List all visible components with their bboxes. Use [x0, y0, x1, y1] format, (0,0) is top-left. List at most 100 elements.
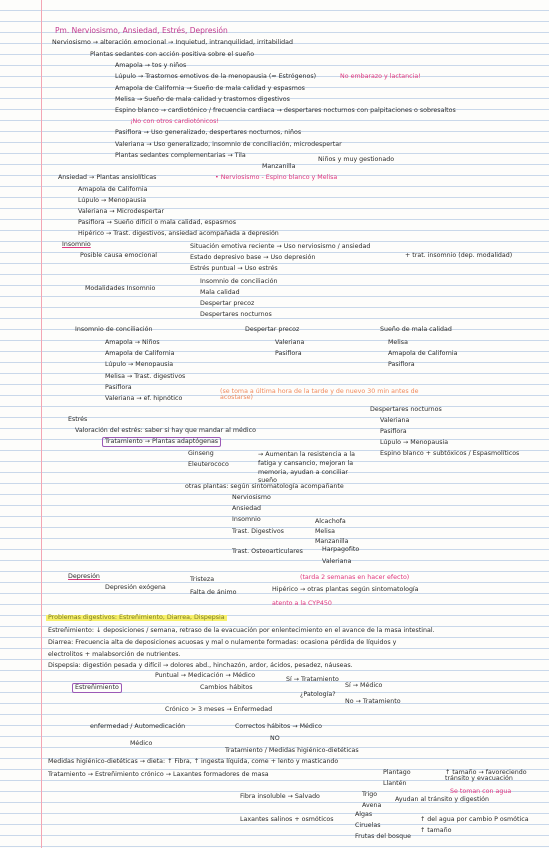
note-line: Lúpulo → Menopausia: [105, 361, 174, 368]
note-line: Valeriana → Uso generalizado, insomnio d…: [115, 141, 342, 148]
note-line: Algas: [355, 811, 373, 818]
section-heading: Depresión: [68, 573, 100, 580]
note-line: Pasiflora → Sueño difícil o mala calidad…: [78, 219, 237, 226]
note-line: Pasiflora: [388, 361, 415, 368]
note-line: Medidas higiénico-dietéticas → dieta: ↑ …: [48, 758, 339, 765]
note-line: Pasiflora: [380, 428, 407, 435]
note-line: Plantas sedantes con acción positiva sob…: [90, 51, 255, 58]
section-heading: Estrés: [68, 416, 88, 423]
note-line: Melisa: [388, 339, 408, 346]
note-line: Nerviosismo: [232, 494, 271, 501]
note-line: Cambios hábitos: [200, 684, 253, 691]
note-line: Espino blanco → cardiotónico / frecuenci…: [115, 107, 456, 114]
note-line: Crónico > 3 meses → Enfermedad: [165, 706, 273, 713]
note-line: Tristeza: [190, 576, 215, 583]
note-line: Tratamiento / Medidas higiénico-dietétic…: [225, 747, 359, 754]
note-line: Eleuterococo: [188, 461, 229, 468]
note-line: Tratamiento → Plantas adaptógenas: [102, 437, 222, 448]
note-line: Valeriana → ef. hipnótico: [105, 395, 183, 402]
note-line: Plantago: [383, 769, 411, 776]
warning: No embarazo y lactancia!: [340, 73, 421, 80]
warning: ¡No con otros cardiotónicos!: [130, 118, 219, 125]
section-heading: Ansiedad → Plantas ansiolíticas: [58, 174, 157, 181]
note-line: Posible causa emocional: [80, 252, 158, 259]
note-line: Nerviosismo → alteración emocional → Inq…: [52, 39, 293, 46]
note-line: Valeriana → Microdespertar: [78, 208, 165, 215]
note-line: Manzanilla: [315, 538, 349, 545]
note-line: Amapola de California: [78, 186, 148, 193]
section-heading: Problemas digestivos: Estreñimiento, Dia…: [46, 614, 227, 622]
note-line: ↑ del agua por cambio P osmótica: [420, 816, 529, 823]
note-line: Valeriana: [275, 339, 305, 346]
note-line: Insomnio: [232, 516, 261, 523]
note-line: Despertares nocturnos: [200, 311, 272, 318]
note-line: Médico: [130, 740, 153, 747]
note-line: Amapola → tos y niños: [115, 62, 187, 69]
note-line: • Nerviosismo - Espino blanco y Melisa: [215, 174, 338, 181]
note-line: Avena: [362, 802, 382, 809]
note-line: No → Tratamiento: [345, 698, 401, 705]
note-line: Dispepsia: digestión pesada y difícil → …: [48, 662, 353, 669]
note-line: Pasiflora: [105, 384, 132, 391]
note-line: → Aumentan la resistencia a la fatiga y …: [258, 451, 356, 485]
note-line: Plantas sedantes complementarias → Tila: [115, 152, 246, 159]
note-line: Sí → Médico: [345, 682, 383, 689]
note-line: Puntual → Medicación → Médico: [155, 672, 256, 679]
note-line: Amapola → Niños: [105, 339, 160, 346]
note-line: Trast. Digestivos: [232, 528, 284, 535]
note-line: Alcachofa: [315, 518, 346, 525]
note-line: NO: [270, 735, 280, 742]
note-line: Estreñimiento: [72, 683, 122, 694]
note-line: Sí → Tratamiento: [286, 676, 339, 683]
note-line: Diarrea: Frecuencia alta de deposiciones…: [48, 639, 397, 646]
note-line: Falta de ánimo: [190, 589, 237, 596]
note-line: Trigo: [362, 791, 378, 798]
column-heading: Sueño de mala calidad: [380, 326, 452, 333]
note-line: Espino blanco + subtóxicos / Espasmolíti…: [380, 450, 520, 457]
note-line: Estreñimiento: ↓ deposiciones / semana, …: [48, 627, 435, 634]
note-line: Llantén: [383, 780, 407, 787]
note-line: electrolitos + malabsorción de nutriente…: [48, 651, 181, 658]
note-line: Mala calidad: [200, 289, 240, 296]
note-line: Hipérico → otras plantas según sintomato…: [272, 586, 419, 593]
note-line: Niños y muy gestionado: [318, 156, 395, 163]
note-line: Amapola de California → Sueño de mala ca…: [115, 85, 305, 92]
note-line: Despertar precoz: [200, 300, 255, 307]
note-line: Amapola de California: [105, 350, 175, 357]
note-line: Valeriana: [322, 558, 352, 565]
note-line: Estado depresivo base → Uso depresión: [190, 254, 316, 261]
note-line: Valeriana: [380, 417, 410, 424]
note-line: Situación emotiva reciente → Uso nervios…: [190, 243, 371, 250]
note-line: ↑ tamaño → favoreciendo tránsito y evacu…: [445, 769, 527, 783]
note-line: Ayudan al tránsito y digestión: [395, 796, 490, 803]
note-line: Trast. Osteoarticulares: [232, 548, 303, 555]
column-heading: Despertar precoz: [245, 326, 300, 333]
note-line: (tarda 2 semanas en hacer efecto): [300, 574, 410, 581]
note-line: Estrés puntual → Uso estrés: [190, 265, 278, 272]
note-line: Correctos hábitos → Médico: [235, 723, 322, 730]
note-line: + trat. insomnio (dep. modalidad): [405, 252, 513, 259]
note-line: Melisa → Sueño de mala calidad y trastor…: [115, 96, 290, 103]
note-line: atento a la CYP450: [272, 600, 332, 607]
column-heading: Insomnio de conciliación: [75, 326, 153, 333]
note-line: Valoración del estrés: saber si hay que …: [75, 427, 256, 434]
note-line: Hipérico → Trast. digestivos, ansiedad a…: [78, 230, 279, 237]
note-line: Ansiedad: [232, 505, 262, 512]
note-line: Ginseng: [188, 450, 214, 457]
note-line: Laxantes salinos + osmóticos: [240, 816, 334, 823]
note-line: Melisa: [315, 528, 335, 535]
note-line: Amapola de California: [388, 350, 458, 357]
note-line: Melisa → Trast. digestivos: [105, 373, 186, 380]
note-line: Fibra insoluble → Salvado: [240, 793, 320, 800]
note-line: Ciruelas: [355, 822, 381, 829]
note-line: Manzanilla: [262, 163, 296, 170]
note-line: (se toma a última hora de la tarde y de …: [220, 388, 419, 402]
section-heading: Insomnio: [62, 241, 91, 248]
note-line: Harpagofito: [322, 546, 360, 553]
note-line: Frutas del bosque: [355, 833, 411, 840]
note-line: otras plantas: según sintomatología acom…: [185, 483, 344, 490]
note-line: enfermedad / Automedicación: [90, 723, 186, 730]
note-line: ¿Patología?: [300, 691, 336, 698]
note-line: Pasiflora: [275, 350, 302, 357]
note-line: ↑ tamaño: [420, 827, 452, 834]
